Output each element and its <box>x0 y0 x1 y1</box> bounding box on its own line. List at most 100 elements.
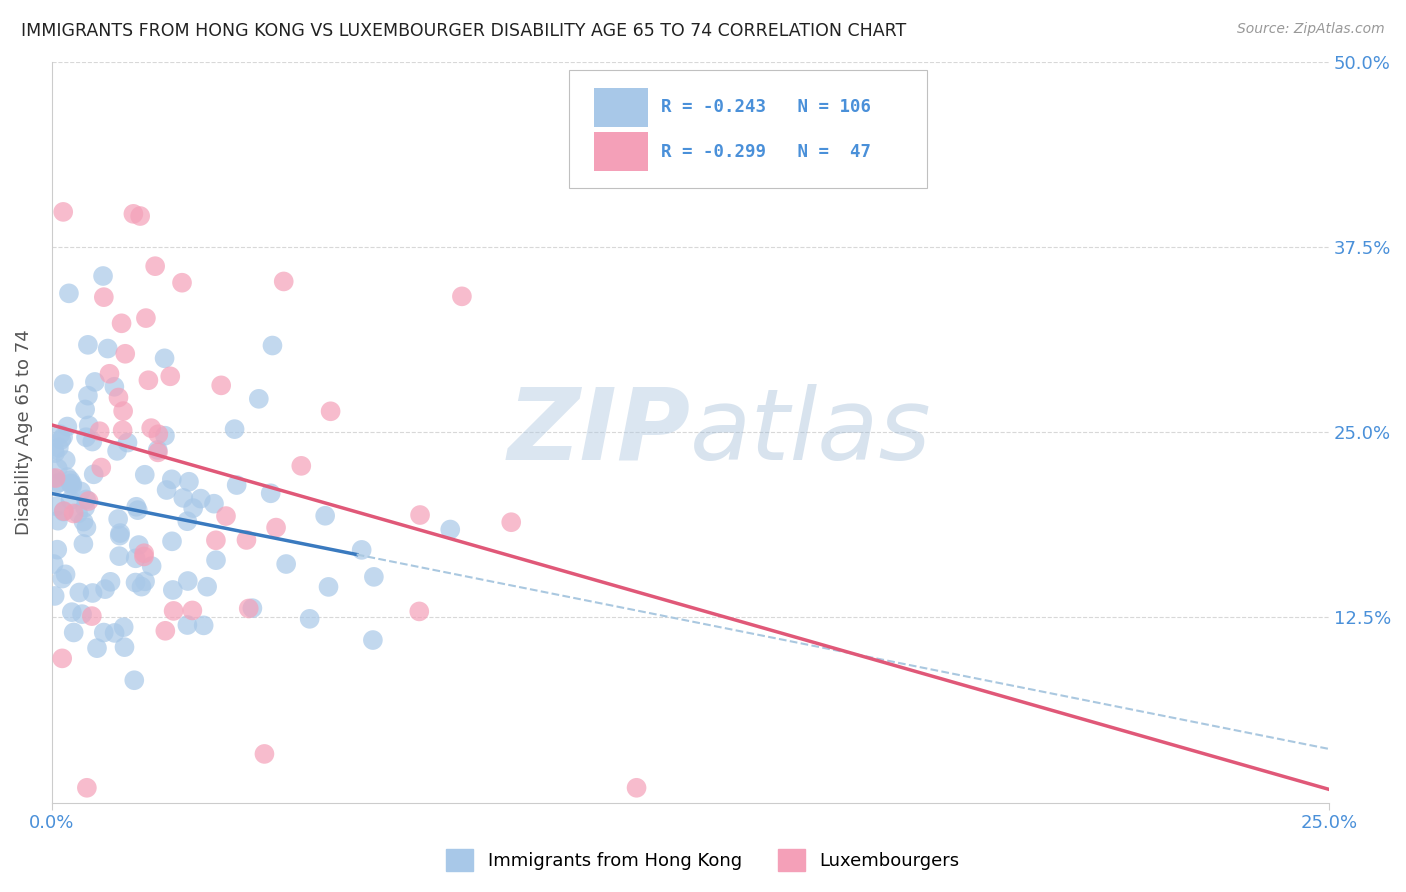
Point <box>162 582 184 597</box>
Point <box>122 673 145 688</box>
Point <box>52 504 75 518</box>
Point <box>146 442 169 457</box>
Point <box>626 780 648 795</box>
Y-axis label: Disability Age 65 to 74: Disability Age 65 to 74 <box>15 329 32 535</box>
Point <box>361 633 384 648</box>
Point <box>48 475 70 490</box>
Point <box>67 506 90 520</box>
Point <box>127 503 149 517</box>
Point <box>75 500 97 515</box>
Point <box>177 475 200 489</box>
Point <box>111 423 134 437</box>
Point <box>122 207 145 221</box>
Point <box>60 605 83 619</box>
Point <box>162 604 184 618</box>
Point <box>42 557 65 571</box>
Text: ZIP: ZIP <box>508 384 690 481</box>
Point <box>225 478 247 492</box>
Point <box>141 559 163 574</box>
Point <box>153 428 176 442</box>
Point <box>108 528 131 542</box>
Point <box>202 497 225 511</box>
Point <box>273 275 295 289</box>
Point <box>52 504 75 518</box>
Point <box>108 526 131 541</box>
Point <box>124 575 146 590</box>
Point <box>262 338 284 352</box>
Point <box>51 572 73 586</box>
Point <box>42 442 65 457</box>
Point <box>93 625 115 640</box>
Point <box>44 446 66 460</box>
Point <box>80 609 103 624</box>
Point <box>45 477 67 491</box>
Point <box>129 209 152 223</box>
Point <box>112 404 135 418</box>
Point <box>181 603 204 617</box>
Point <box>72 537 94 551</box>
Text: atlas: atlas <box>690 384 932 481</box>
Point <box>125 500 148 514</box>
Point <box>112 620 135 634</box>
Point <box>146 445 169 459</box>
Point <box>90 460 112 475</box>
Point <box>60 477 83 491</box>
Point <box>52 430 75 444</box>
Point <box>408 604 430 618</box>
Point <box>148 427 170 442</box>
FancyBboxPatch shape <box>595 88 648 127</box>
Point <box>138 373 160 387</box>
Point <box>46 542 69 557</box>
Point <box>104 626 127 640</box>
Point <box>159 369 181 384</box>
Point <box>177 574 200 588</box>
Point <box>98 367 121 381</box>
Point <box>93 290 115 304</box>
Point <box>363 570 385 584</box>
Point <box>75 520 97 534</box>
Point <box>134 546 156 560</box>
Point <box>55 567 77 582</box>
Text: R = -0.243   N = 106: R = -0.243 N = 106 <box>661 98 870 116</box>
Point <box>134 574 156 589</box>
Point <box>193 618 215 632</box>
Text: IMMIGRANTS FROM HONG KONG VS LUXEMBOURGER DISABILITY AGE 65 TO 74 CORRELATION CH: IMMIGRANTS FROM HONG KONG VS LUXEMBOURGE… <box>21 22 907 40</box>
Point <box>260 486 283 500</box>
Point <box>70 607 93 621</box>
Point <box>107 512 129 526</box>
Point <box>46 514 69 528</box>
Point <box>190 491 212 506</box>
Point <box>215 509 238 524</box>
Point <box>160 534 183 549</box>
FancyBboxPatch shape <box>595 133 648 171</box>
Point <box>75 402 97 417</box>
Point <box>290 458 312 473</box>
Point <box>132 549 155 564</box>
Point <box>314 508 336 523</box>
Point <box>247 392 270 406</box>
Point <box>153 351 176 366</box>
Point <box>155 483 177 497</box>
Point <box>77 418 100 433</box>
Point <box>67 585 90 599</box>
Point <box>117 435 139 450</box>
Point <box>181 501 204 516</box>
Point <box>160 472 183 486</box>
Point <box>350 542 373 557</box>
Point <box>176 514 198 528</box>
Point <box>76 780 98 795</box>
Point <box>128 538 150 552</box>
Point <box>94 582 117 596</box>
Point <box>46 461 69 475</box>
Point <box>100 574 122 589</box>
Point <box>107 391 129 405</box>
Point <box>409 508 432 522</box>
Point <box>114 640 136 654</box>
Text: Source: ZipAtlas.com: Source: ZipAtlas.com <box>1237 22 1385 37</box>
Point <box>253 747 276 761</box>
Point <box>51 433 73 447</box>
Point <box>105 443 128 458</box>
Point <box>238 601 260 615</box>
Point <box>451 289 474 303</box>
Point <box>103 380 125 394</box>
